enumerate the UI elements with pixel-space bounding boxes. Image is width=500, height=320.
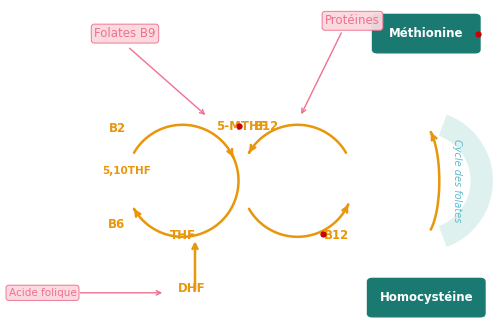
Text: 5,10THF: 5,10THF xyxy=(102,166,152,176)
Text: Homocystéine: Homocystéine xyxy=(380,291,473,304)
Text: Cycle des folates: Cycle des folates xyxy=(452,139,462,222)
Text: Folates B9: Folates B9 xyxy=(94,27,156,40)
Text: Protéines: Protéines xyxy=(325,14,380,27)
Text: B12: B12 xyxy=(254,120,279,133)
FancyBboxPatch shape xyxy=(372,14,480,53)
FancyBboxPatch shape xyxy=(368,278,485,317)
Text: DHF: DHF xyxy=(178,282,205,294)
Text: B2: B2 xyxy=(109,122,126,134)
Text: Méthionine: Méthionine xyxy=(389,27,464,40)
Text: THF: THF xyxy=(170,229,196,242)
Text: Acide folique: Acide folique xyxy=(8,288,76,298)
Polygon shape xyxy=(439,115,493,247)
Text: B6: B6 xyxy=(108,218,125,230)
Text: B12: B12 xyxy=(324,229,349,242)
Text: 5-MTHF: 5-MTHF xyxy=(216,120,267,133)
